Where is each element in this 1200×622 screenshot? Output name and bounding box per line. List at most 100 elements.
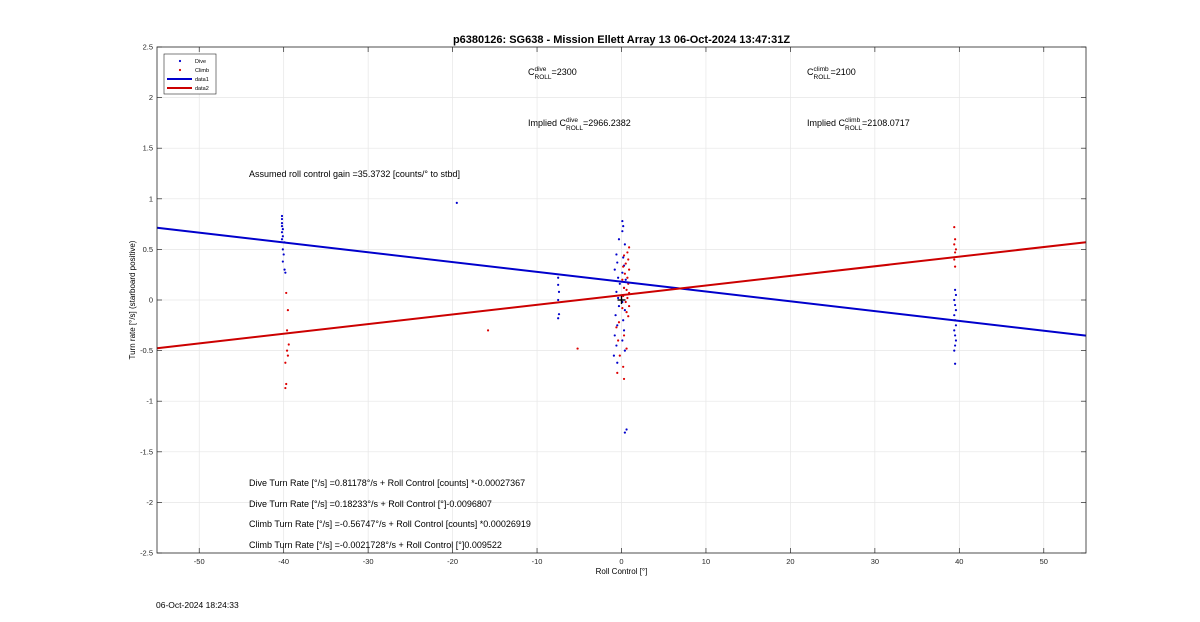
climb-point xyxy=(286,309,290,312)
y-tick-label: 0 xyxy=(149,296,153,305)
chart-title: p6380126: SG638 - Mission Ellett Array 1… xyxy=(453,34,790,46)
print-timestamp: 06-Oct-2024 18:24:33 xyxy=(156,600,239,610)
climb-point xyxy=(621,278,624,281)
dive-point xyxy=(622,256,625,259)
climb-point xyxy=(628,304,631,308)
dive-point xyxy=(616,361,619,364)
dive-point xyxy=(953,303,957,307)
dive-point xyxy=(954,339,958,342)
climb-point xyxy=(617,321,621,324)
climb-point xyxy=(625,288,628,291)
dive-point xyxy=(617,238,621,241)
climb-point xyxy=(618,354,621,357)
climb-point xyxy=(622,265,625,268)
climb-point xyxy=(616,371,619,374)
dive-point xyxy=(281,248,284,251)
dive-point xyxy=(557,283,560,286)
dive-point xyxy=(617,276,620,279)
dive-point xyxy=(455,201,458,204)
climb-point xyxy=(953,258,956,261)
dive-point xyxy=(623,431,626,434)
legend-label: data2 xyxy=(195,86,209,92)
x-tick-label: 40 xyxy=(955,557,963,566)
roll-gain-text: Assumed roll control gain =35.3732 [coun… xyxy=(249,169,460,179)
climb-point xyxy=(623,272,626,275)
dive-point xyxy=(612,354,615,357)
climb-point xyxy=(622,286,626,289)
x-tick-label: -20 xyxy=(447,557,458,566)
c-roll-dive-value: =2300 xyxy=(551,67,576,77)
dive-point xyxy=(617,296,620,300)
climb-point xyxy=(625,311,628,314)
x-tick-label: 20 xyxy=(786,557,794,566)
c-roll-climb: Cclimb xyxy=(807,66,829,77)
implied-c-roll-dive-value: =2966.2382 xyxy=(583,118,631,128)
dive-point xyxy=(953,314,956,317)
c-roll-dive-sub: ROLL xyxy=(535,74,552,81)
climb-point xyxy=(622,254,626,257)
climb-point xyxy=(626,251,629,254)
origin-marker xyxy=(617,296,626,304)
y-tick-label: -1 xyxy=(146,397,153,406)
y-tick-label: -2.5 xyxy=(140,549,153,558)
climb-point xyxy=(285,291,288,295)
dive-point xyxy=(615,253,618,256)
climb-point xyxy=(284,361,287,364)
climb-point xyxy=(622,365,625,368)
dive-point xyxy=(283,268,286,271)
c-roll-climb-value: =2100 xyxy=(830,67,855,77)
y-tick-label: 1.5 xyxy=(143,144,153,153)
climb-point xyxy=(625,347,628,350)
dive-point xyxy=(953,334,957,337)
climb-point xyxy=(954,248,958,251)
dive-point xyxy=(281,260,284,263)
dive-point xyxy=(557,290,561,294)
climb-point xyxy=(953,243,956,246)
climb-point xyxy=(953,251,957,254)
dive-point xyxy=(953,288,957,291)
dive-point xyxy=(954,309,958,312)
dive-point xyxy=(616,261,619,264)
dive-point xyxy=(622,329,626,332)
x-tick-label: 10 xyxy=(702,557,710,566)
fit-equation: Climb Turn Rate [°/s] =-0.56747°/s + Rol… xyxy=(249,519,531,529)
y-tick-label: -1.5 xyxy=(140,447,153,456)
dive-point xyxy=(280,231,284,234)
climb-point xyxy=(953,265,957,268)
dive-point xyxy=(953,349,956,352)
legend-marker-dive xyxy=(178,59,182,63)
climb-point xyxy=(622,334,626,337)
dive-point xyxy=(623,349,626,352)
legend: Dive Climb data1 data2 xyxy=(163,53,217,95)
legend-label: Dive xyxy=(195,59,206,65)
dive-point xyxy=(280,225,284,228)
dive-point xyxy=(557,317,560,320)
dive-point xyxy=(282,253,285,256)
dive-point xyxy=(623,309,626,312)
climb-point xyxy=(953,238,957,241)
data2-fit-line xyxy=(156,241,1087,350)
dive-point xyxy=(613,334,616,337)
climb-point xyxy=(285,329,289,332)
legend-label: Climb xyxy=(195,68,209,74)
dive-point xyxy=(617,304,621,308)
y-tick-label: 1 xyxy=(149,194,153,203)
fit-equation: Dive Turn Rate [°/s] =0.81178°/s + Roll … xyxy=(249,478,525,488)
implied-c-roll-climb-value: =2108.0717 xyxy=(862,118,910,128)
dive-point xyxy=(624,278,627,281)
dive-point xyxy=(622,319,625,322)
dive-point xyxy=(280,214,284,218)
climb-point xyxy=(576,347,579,350)
data-layer xyxy=(156,201,1087,434)
c-roll-climb-sub: ROLL xyxy=(814,74,831,81)
dive-point xyxy=(622,225,625,228)
climb-point xyxy=(624,300,627,304)
dive-point xyxy=(953,344,957,347)
dive-point xyxy=(557,313,561,316)
dive-point xyxy=(615,344,618,347)
climb-point xyxy=(285,382,288,386)
x-tick-label: 30 xyxy=(871,557,879,566)
y-tick-label: 2.5 xyxy=(143,43,153,52)
dive-point xyxy=(281,235,284,238)
